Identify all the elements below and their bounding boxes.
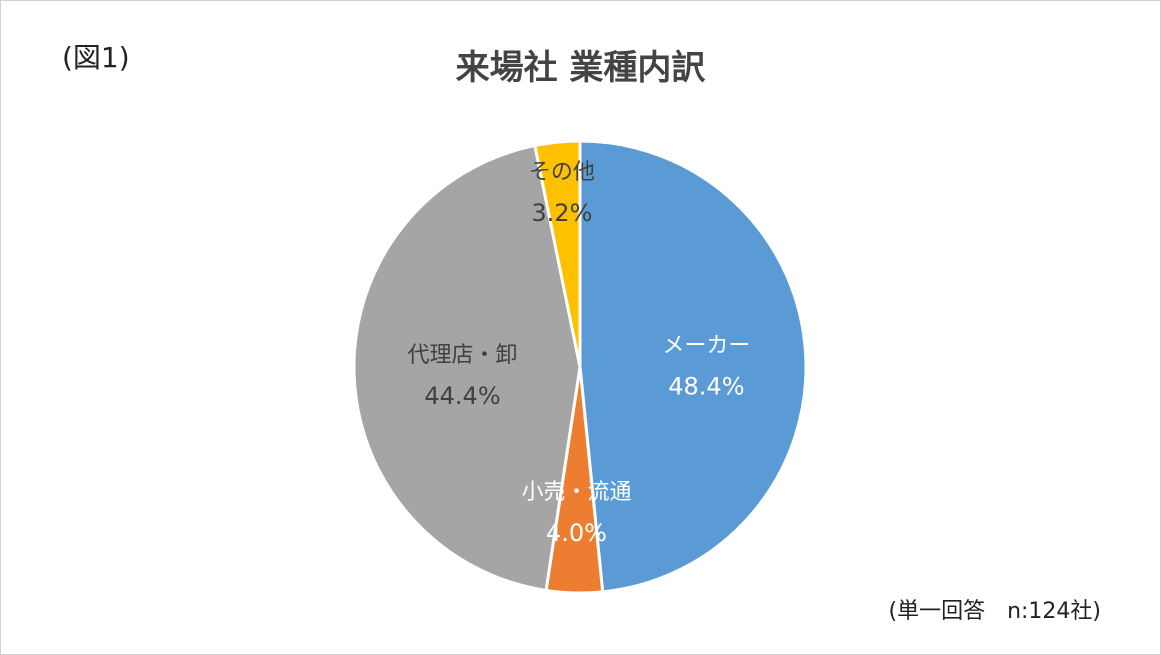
pie-slice-4 [533, 139, 582, 369]
slice-value-label: 48.4% [668, 373, 744, 401]
slice-value-label: 4.0% [546, 519, 607, 547]
slice-name-label: その他 [529, 160, 595, 185]
pie-slice-1 [578, 139, 808, 594]
slice-value-label: 3.2% [531, 199, 592, 227]
pie-slices [352, 139, 808, 595]
pie-labels: メーカー 48.4% 小売・流通 4.0% 代理店・卸 44.4% その他 3.2% [407, 160, 750, 547]
sample-note: (単一回答 n:124社) [888, 599, 1101, 624]
slice-name-label: メーカー [662, 334, 750, 359]
slice-name-label: 代理店・卸 [407, 343, 517, 368]
slice-value-label: 44.4% [424, 382, 500, 410]
pie-slice-3 [352, 144, 582, 592]
slice-name-label: 小売・流通 [521, 480, 631, 505]
figure-label: (図1) [62, 41, 130, 74]
chart-title: 来場社 業種内訳 [455, 48, 706, 88]
